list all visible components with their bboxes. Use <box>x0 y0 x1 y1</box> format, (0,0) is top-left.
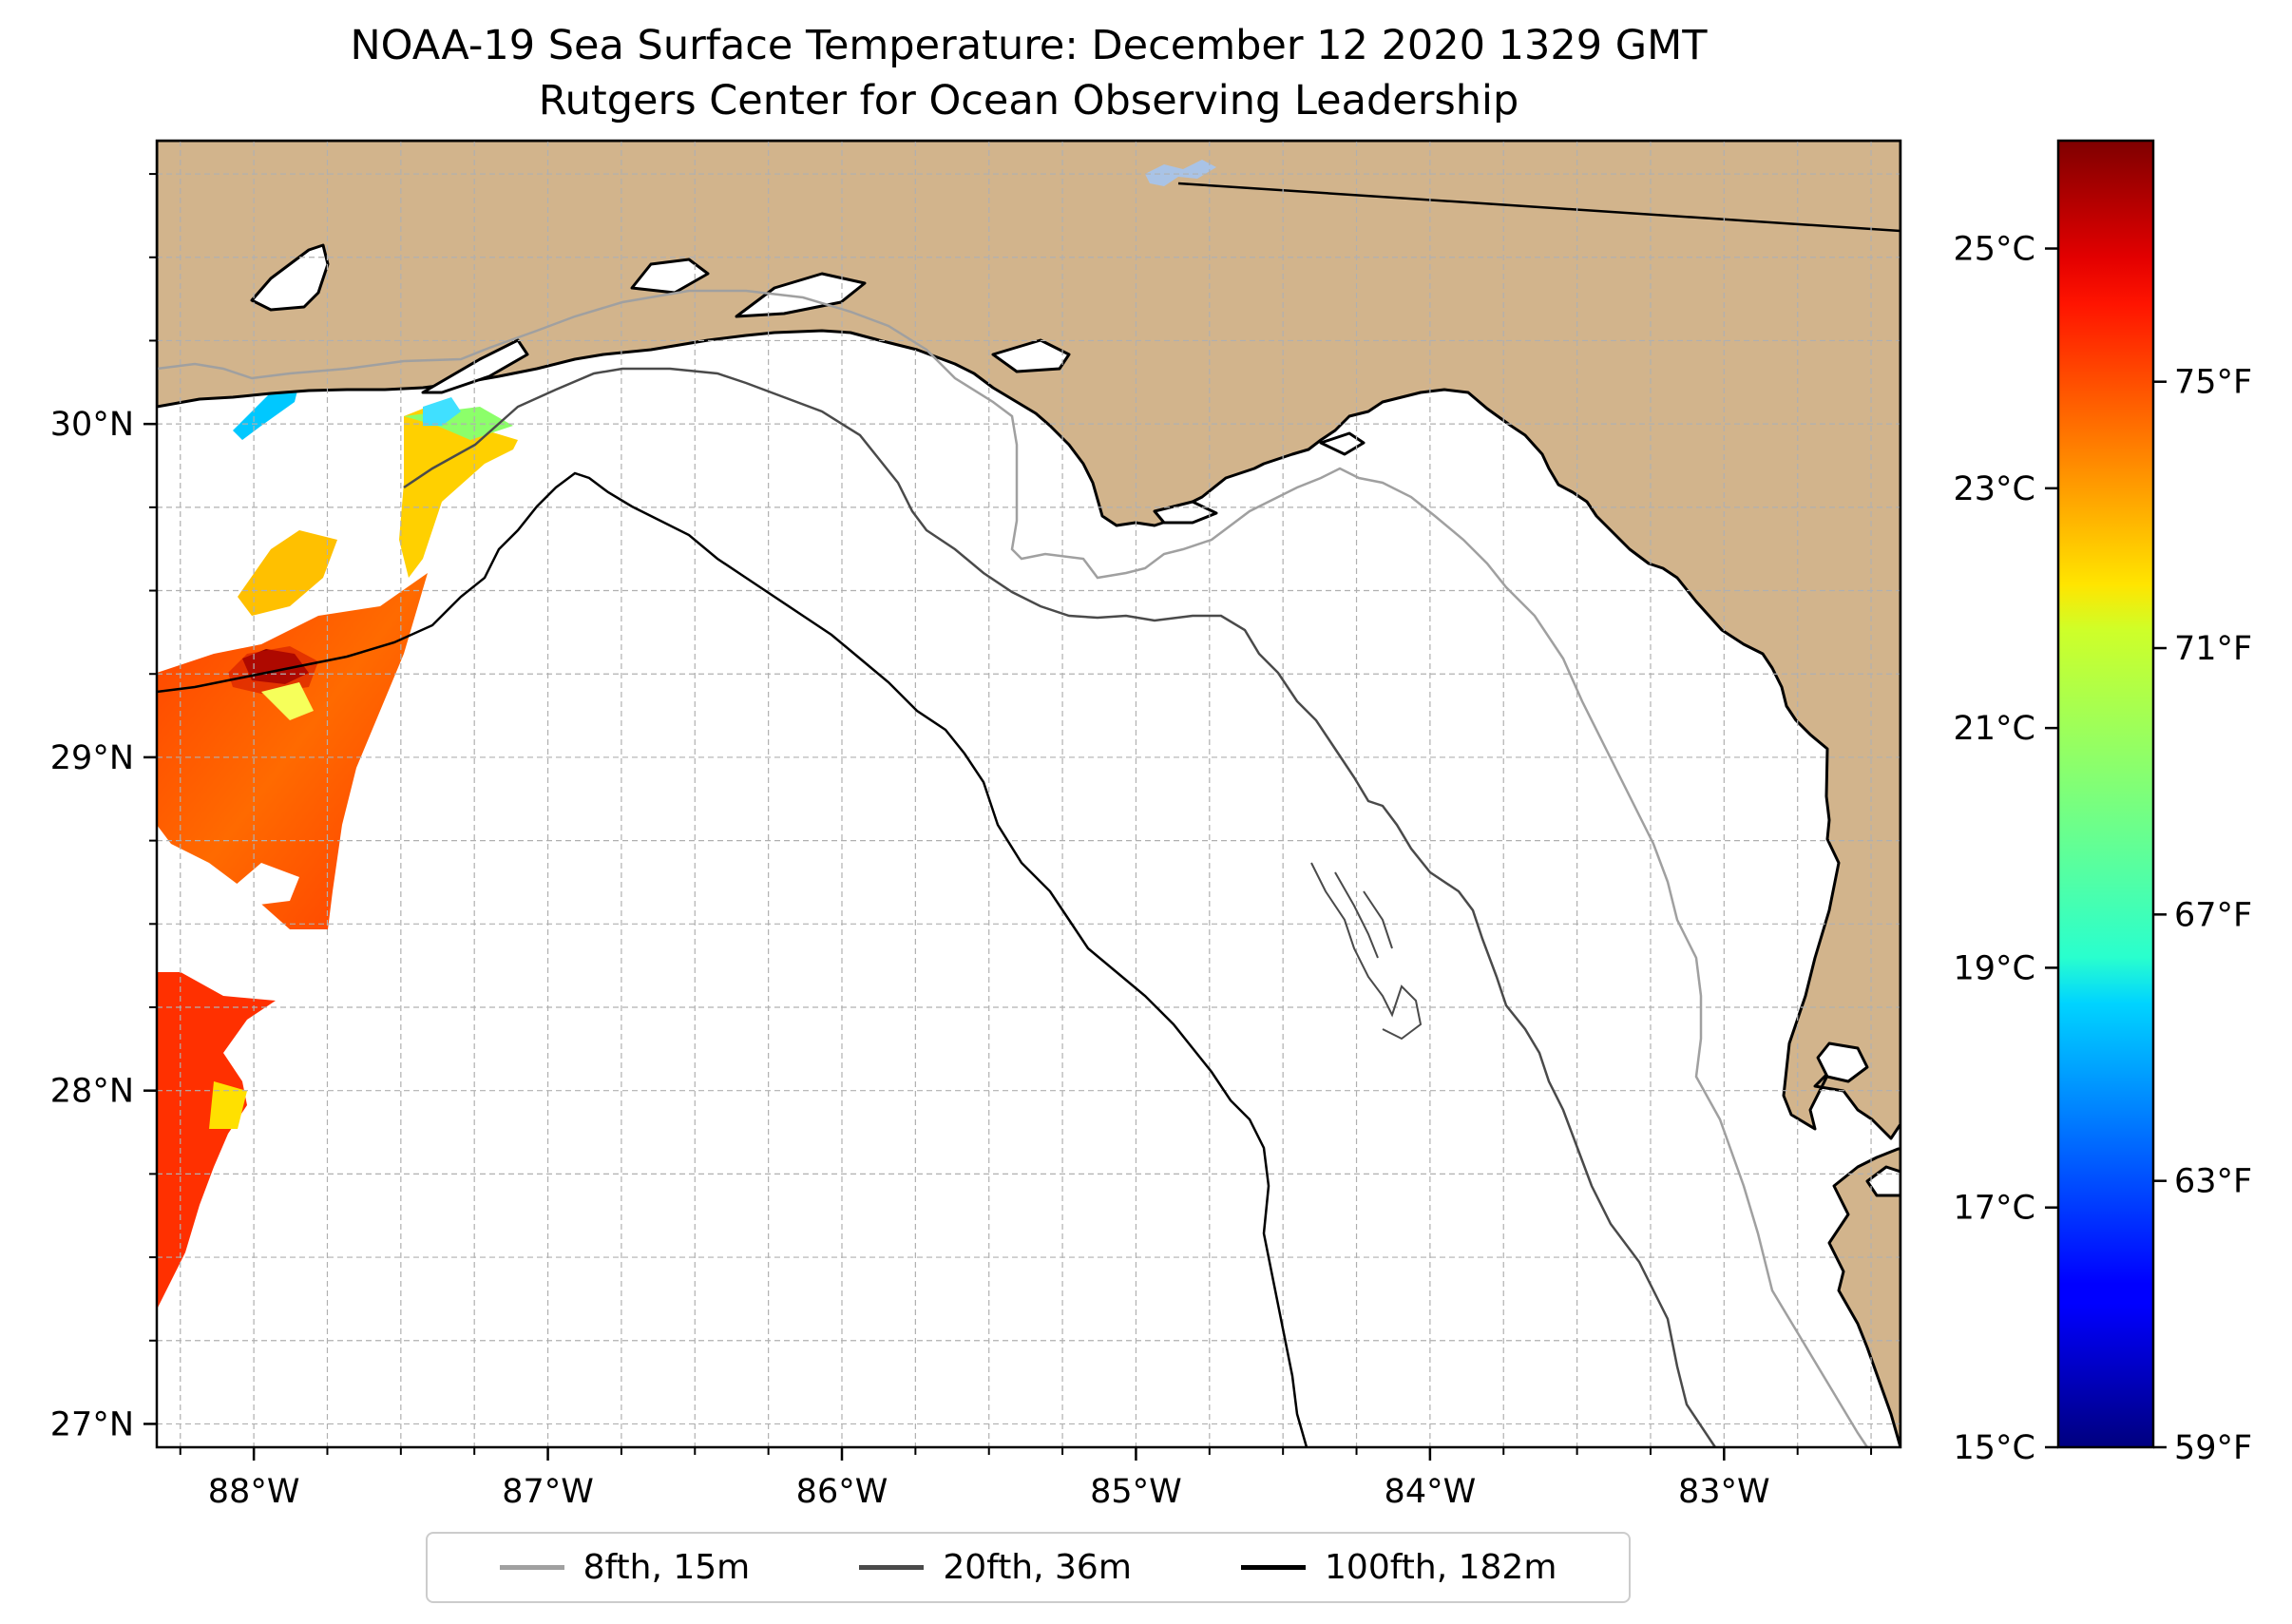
legend-swatch-20fth <box>859 1565 925 1570</box>
isobath-20fth-36m <box>403 367 1717 1447</box>
celsius-tick-label: 21°C <box>1954 710 2035 748</box>
map-title: NOAA-19 Sea Surface Temperature: Decembe… <box>350 22 1708 69</box>
colorbar: 15°C 17°C 19°C 21°C 23°C 25°C 59°F 63°F 67°F 71°F… <box>1954 139 2252 1467</box>
caloosahatchee-bay <box>1865 1165 1900 1197</box>
legend-label-20fth: 20fth, 36m <box>943 1548 1132 1587</box>
lat-tick-label: 28°N <box>50 1073 134 1111</box>
sst-patch-hole-1 <box>261 682 314 720</box>
map-subtitle: Rutgers Center for Ocean Observing Leade… <box>538 77 1519 124</box>
celsius-tick-label: 15°C <box>1954 1429 2035 1467</box>
legend-item-8fth: 8fth, 15m <box>499 1548 751 1587</box>
fahrenheit-tick-label: 59°F <box>2174 1429 2252 1467</box>
sst-patch-cyan-north <box>423 397 461 426</box>
legend-item-100fth: 100fth, 182m <box>1241 1548 1557 1587</box>
celsius-tick-label: 23°C <box>1954 470 2035 508</box>
sst-patch-south-yellow <box>209 1081 247 1129</box>
lon-tick-label: 83°W <box>1678 1473 1770 1511</box>
land-mass <box>157 141 1900 1447</box>
choctaw-bay <box>630 258 710 295</box>
lake-seminole <box>1145 160 1216 186</box>
colorbar-ticks: 15°C 17°C 19°C 21°C 23°C 25°C 59°F 63°F 67°F 71°F… <box>1954 231 2253 1467</box>
fahrenheit-tick-label: 75°F <box>2174 364 2252 402</box>
lon-tick-label: 88°W <box>208 1473 300 1511</box>
celsius-tick-label: 25°C <box>1954 231 2035 269</box>
axis-ticks: 88°W 87°W 86°W 85°W 84°W 83°W 27°N 28°N 29°N 30°N <box>50 173 1873 1511</box>
legend-swatch-100fth <box>1241 1565 1307 1570</box>
sst-patch-hot-rim <box>228 646 318 694</box>
lat-tick-label: 30°N <box>50 406 134 444</box>
isobath-100fth-182m <box>157 471 1308 1447</box>
lat-tick-label: 27°N <box>50 1405 134 1443</box>
apalachicola-bay <box>1153 500 1218 525</box>
lon-tick-label: 84°W <box>1385 1473 1477 1511</box>
fahrenheit-tick-label: 67°F <box>2174 896 2252 934</box>
lon-tick-label: 86°W <box>796 1473 888 1511</box>
legend-swatch-8fth <box>499 1565 564 1570</box>
sst-patch-yellow-west <box>238 530 337 616</box>
sst-patch-bay-cyan <box>233 383 299 440</box>
legend-label-100fth: 100fth, 182m <box>1325 1548 1557 1587</box>
apalachee-bay <box>1319 431 1366 456</box>
isobath-8fth-15m <box>157 289 1869 1447</box>
pensacola-bay <box>421 338 529 394</box>
lon-tick-label: 85°W <box>1090 1473 1182 1511</box>
map-panel: 88°W 87°W 86°W 85°W 84°W 83°W 27°N 28°N 29°N 30°N <box>50 139 1902 1511</box>
legend-item-20fth: 20fth, 36m <box>859 1548 1132 1587</box>
celsius-tick-label: 17°C <box>1954 1190 2035 1228</box>
legend-label-8fth: 8fth, 15m <box>583 1548 751 1587</box>
sst-patch-yellow-north <box>399 407 518 578</box>
celsius-tick-label: 19°C <box>1954 949 2035 987</box>
fahrenheit-tick-label: 63°F <box>2174 1163 2252 1201</box>
sst-patch-hole-2 <box>228 863 299 906</box>
fahrenheit-tick-label: 71°F <box>2174 630 2252 668</box>
lon-tick-label: 87°W <box>502 1473 594 1511</box>
colorbar-gradient <box>2056 139 2155 1449</box>
gridlines <box>157 141 1900 1447</box>
sst-patch-south <box>157 972 276 1309</box>
st-andrew-bay <box>991 338 1071 373</box>
lat-tick-label: 29°N <box>50 739 134 777</box>
state-boundary <box>1177 182 1900 233</box>
isobath-20fth-shoals <box>1310 862 1423 1041</box>
map-frame <box>155 139 1902 1449</box>
isobath-legend: 8fth, 15m 20fth, 36m 100fth, 182m <box>426 1532 1631 1603</box>
tampa-bay <box>1816 1041 1869 1083</box>
